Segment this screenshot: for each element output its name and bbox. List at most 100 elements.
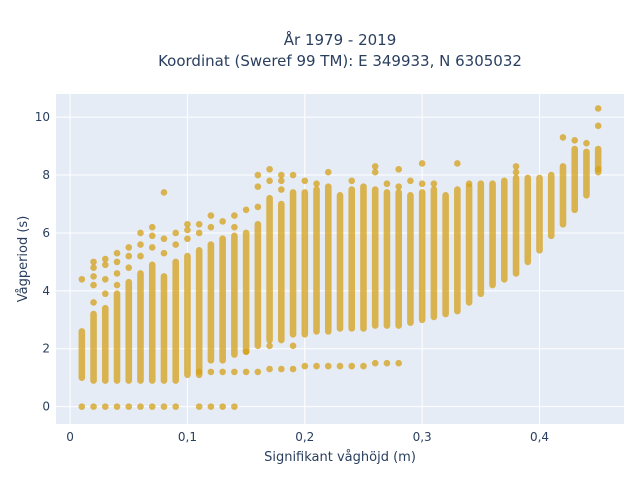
data-point [137, 403, 144, 410]
data-point [160, 249, 168, 257]
data-point [266, 342, 273, 350]
data-point [160, 189, 168, 196]
y-tick-label: 10 [35, 110, 50, 124]
data-point [395, 165, 402, 173]
data-point [148, 403, 156, 410]
data-point [125, 403, 133, 410]
data-point [101, 290, 109, 298]
data-point [78, 275, 86, 283]
data-point [242, 348, 250, 355]
x-tick-label: 0,2 [295, 430, 314, 444]
data-point [184, 235, 191, 243]
data-point [160, 235, 168, 243]
data-point [195, 403, 203, 410]
x-tick-label: 0,3 [413, 430, 432, 444]
data-point [254, 183, 262, 190]
data-point [125, 244, 133, 251]
data-point [348, 177, 356, 185]
data-point [324, 362, 332, 370]
data-point [348, 362, 356, 370]
data-point [231, 223, 238, 231]
y-tick-label: 2 [42, 342, 50, 356]
data-point [207, 223, 215, 231]
data-point [418, 160, 426, 167]
x-tick-label: 0,1 [178, 430, 197, 444]
y-tick-label: 6 [42, 226, 50, 240]
data-point [278, 365, 285, 373]
data-point [289, 365, 297, 373]
data-point [594, 105, 602, 112]
data-point [266, 165, 273, 173]
x-tick-label: 0,4 [530, 430, 549, 444]
data-point [184, 220, 191, 228]
data-point [90, 273, 97, 280]
data-point [113, 249, 121, 257]
data-point [371, 168, 379, 176]
data-point [137, 229, 144, 237]
data-point [148, 232, 156, 240]
data-point [113, 403, 121, 410]
data-point [160, 403, 168, 410]
data-point [184, 226, 191, 234]
y-axis-label: Vågperiod (s) [16, 216, 31, 303]
data-point [195, 220, 203, 228]
data-point [231, 403, 238, 410]
x-axis-label: Signifikant våghöjd (m) [264, 450, 416, 465]
data-point [101, 255, 109, 263]
data-point [512, 168, 520, 176]
data-point [231, 212, 238, 219]
data-point [395, 183, 402, 190]
data-point [583, 139, 590, 147]
data-point [594, 165, 602, 173]
data-point [219, 403, 226, 410]
data-point [101, 261, 109, 269]
data-point [559, 134, 567, 141]
data-point [430, 180, 438, 188]
data-point [254, 171, 262, 179]
data-point [172, 403, 180, 410]
data-point [90, 299, 97, 306]
data-point [148, 244, 156, 251]
data-point [383, 180, 391, 188]
data-point [172, 229, 180, 237]
data-point [594, 122, 602, 130]
data-points [78, 105, 602, 410]
data-point [571, 137, 579, 144]
data-point [301, 362, 309, 370]
data-point [231, 368, 238, 376]
data-point [195, 229, 203, 237]
data-point [289, 342, 297, 350]
data-point [266, 177, 273, 185]
data-point [195, 368, 203, 376]
data-point [360, 362, 367, 370]
data-point [113, 270, 121, 277]
data-point [266, 365, 273, 373]
data-point [383, 359, 391, 367]
data-point [418, 180, 426, 188]
data-point [101, 275, 109, 283]
data-point [254, 203, 262, 211]
data-point [242, 206, 250, 214]
data-point [395, 359, 402, 367]
data-point [301, 177, 309, 185]
data-point [90, 281, 97, 289]
data-point [242, 368, 250, 376]
data-point [219, 368, 226, 376]
data-point [278, 177, 285, 185]
data-point [90, 258, 97, 266]
data-point [137, 252, 144, 260]
data-point [289, 171, 297, 179]
data-point [336, 362, 344, 370]
data-point [465, 180, 473, 188]
data-point [125, 264, 133, 271]
data-point [113, 281, 121, 289]
data-point [101, 403, 109, 410]
data-point [324, 168, 332, 176]
data-point [278, 186, 285, 193]
data-point [148, 223, 156, 231]
data-point [207, 368, 215, 376]
data-point [313, 362, 320, 370]
data-point [207, 403, 215, 410]
data-point [78, 403, 86, 410]
data-point [137, 241, 144, 248]
